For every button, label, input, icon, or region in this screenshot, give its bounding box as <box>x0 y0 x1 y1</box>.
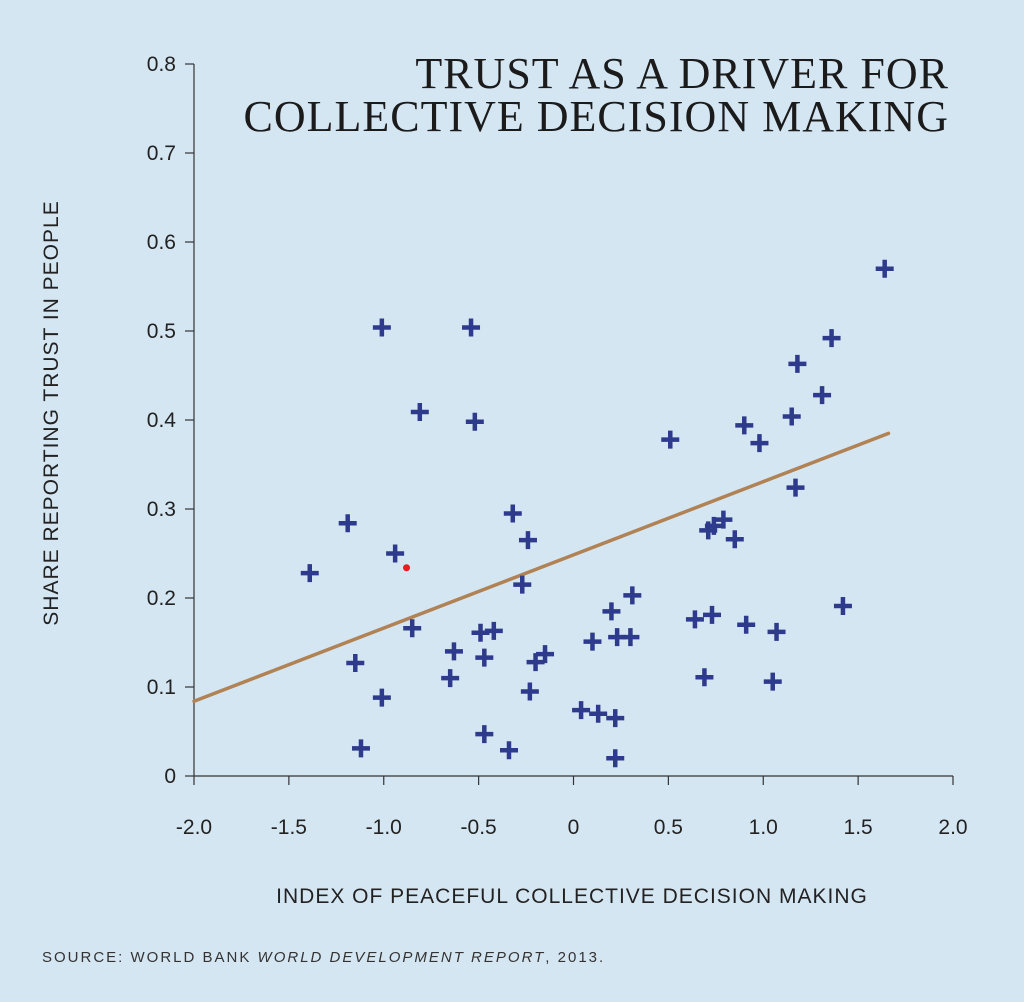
data-point <box>351 739 370 758</box>
source-prefix: SOURCE: WORLD BANK <box>42 949 258 966</box>
data-point <box>786 478 805 497</box>
x-axis-label: INDEX OF PEACEFUL COLLECTIVE DECISION MA… <box>276 885 868 908</box>
data-point <box>661 430 680 449</box>
data-point <box>750 434 769 453</box>
data-point <box>621 628 640 647</box>
y-tick-label: 0.1 <box>147 676 176 699</box>
data-point <box>813 386 832 405</box>
axes: 0 0.1 0.2 0.3 0.4 0.5 0.6 0.7 0.8 -2.0 -1.5 -1.0 -0.… <box>147 53 968 839</box>
data-point <box>372 688 391 707</box>
data-point <box>833 597 852 616</box>
data-point <box>822 329 841 348</box>
y-tick-label: 0.8 <box>147 53 176 76</box>
y-tick-label: 0.2 <box>147 587 176 610</box>
source-report-title: WORLD DEVELOPMENT REPORT <box>258 949 546 966</box>
data-point <box>572 701 591 720</box>
x-tick-label: 0 <box>568 816 580 839</box>
data-point <box>536 645 555 664</box>
data-points <box>300 259 894 768</box>
data-point <box>788 354 807 373</box>
x-tick-label: -0.5 <box>461 816 497 839</box>
data-point <box>589 704 608 723</box>
data-point <box>499 741 518 760</box>
data-point <box>386 544 405 563</box>
data-point <box>346 653 365 672</box>
y-tick-label: 0.6 <box>147 231 176 254</box>
chart-title-line-2: COLLECTIVE DECISION MAKING <box>244 92 950 141</box>
data-point <box>300 564 319 583</box>
data-point <box>875 259 894 278</box>
data-point <box>782 407 801 426</box>
data-point <box>462 318 481 337</box>
x-tick-label: 1.0 <box>749 816 778 839</box>
trend-line-group <box>192 431 891 703</box>
data-point <box>484 621 503 640</box>
data-point <box>475 725 494 744</box>
data-point <box>583 632 602 651</box>
y-tick-label: 0.5 <box>147 320 176 343</box>
x-tick-label: -1.0 <box>366 816 402 839</box>
x-tick-label: 1.5 <box>844 816 873 839</box>
x-tick-label: 2.0 <box>938 816 967 839</box>
data-point <box>526 653 545 672</box>
y-tick-label: 0.4 <box>147 409 177 432</box>
data-point <box>513 575 532 594</box>
y-tick-label: 0.3 <box>147 498 176 521</box>
trend-line <box>192 431 891 703</box>
y-tick-label: 0.7 <box>147 142 176 165</box>
y-tick-label: 0 <box>164 765 176 788</box>
data-point <box>737 615 756 634</box>
data-point <box>441 669 460 688</box>
data-point <box>475 648 494 667</box>
x-tick-label: 0.5 <box>654 816 683 839</box>
data-point <box>763 672 782 691</box>
data-point <box>338 514 357 533</box>
data-point <box>695 668 714 687</box>
data-point <box>704 516 723 535</box>
data-point <box>372 318 391 337</box>
data-point <box>520 682 539 701</box>
data-point <box>703 605 722 624</box>
data-point <box>602 602 621 621</box>
data-point <box>518 531 537 550</box>
data-point <box>403 619 422 638</box>
data-point <box>735 416 754 435</box>
data-point <box>503 504 522 523</box>
highlight-point <box>403 564 411 572</box>
source-suffix: , 2013. <box>545 949 605 966</box>
data-point <box>410 402 429 421</box>
data-point <box>444 642 463 661</box>
data-point <box>714 510 733 529</box>
data-point <box>465 412 484 431</box>
data-point <box>685 610 704 629</box>
data-point <box>623 586 642 605</box>
source-note: SOURCE: WORLD BANK WORLD DEVELOPMENT REP… <box>42 949 605 966</box>
y-axis-label: SHARE REPORTING TRUST IN PEOPLE <box>40 200 63 625</box>
x-tick-label: -2.0 <box>176 816 212 839</box>
chart-title-line-1: TRUST AS A DRIVER FOR <box>415 49 949 98</box>
x-tick-label: -1.5 <box>271 816 307 839</box>
data-point <box>767 622 786 641</box>
data-point <box>606 749 625 768</box>
data-point <box>606 709 625 728</box>
data-point <box>725 530 744 549</box>
